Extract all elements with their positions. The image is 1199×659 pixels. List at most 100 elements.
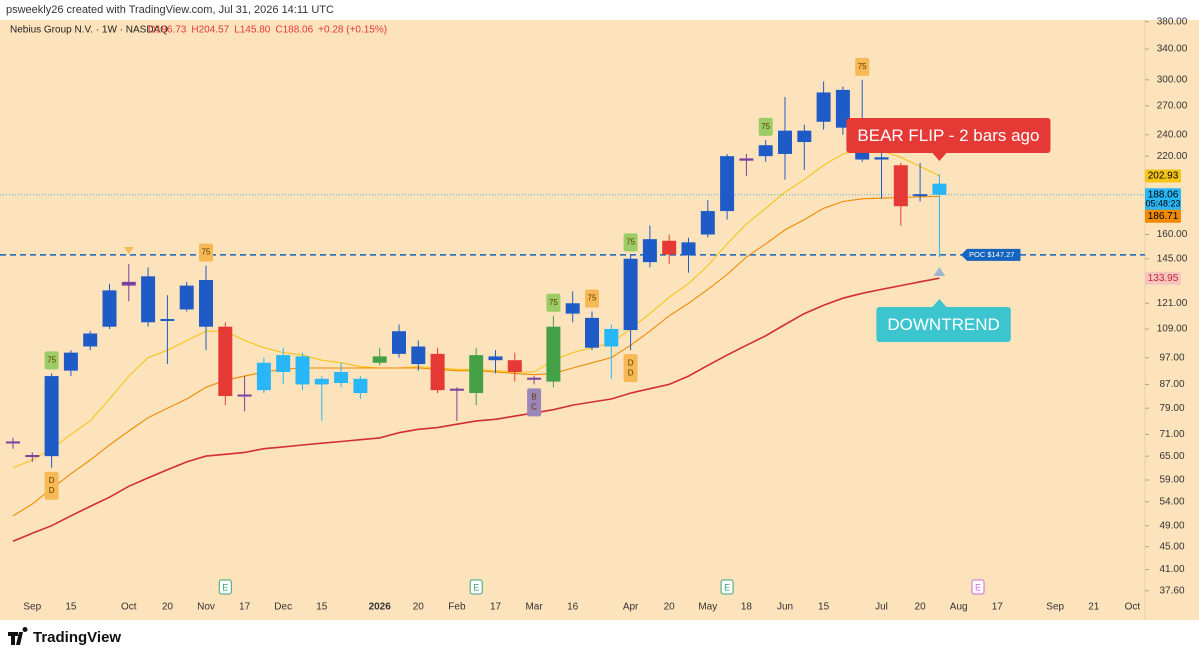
signal-marker-text: 75 [626, 237, 635, 246]
earnings-label: E [724, 582, 730, 592]
x-tick-label: Aug [950, 602, 968, 613]
earnings-icon [469, 579, 483, 595]
signal-marker-text: 75 [588, 294, 597, 303]
candle-body [353, 378, 368, 394]
candle-body [392, 331, 406, 354]
x-tick-label: 20 [664, 602, 676, 613]
logo-icon [8, 627, 28, 645]
x-tick-label: 15 [818, 602, 830, 613]
y-tick-label: 240.00 [1157, 129, 1188, 140]
ohlc-value: +0.28 (+0.15%) [318, 25, 387, 36]
candle-body [565, 303, 580, 314]
x-tick-label: Jul [875, 602, 888, 613]
signal-marker [546, 293, 561, 312]
candle-body [932, 183, 947, 195]
earnings-icon [218, 579, 232, 595]
y-tick-label: 160.00 [1157, 229, 1188, 240]
price-label-box [1145, 169, 1181, 183]
x-tick-label: Oct [121, 602, 137, 613]
poc-label-box [961, 248, 1021, 261]
y-tick-label: 220.00 [1157, 151, 1188, 162]
candle-body [681, 242, 696, 256]
candle-body [295, 356, 310, 385]
signal-marker-text: D [49, 476, 55, 485]
candle-body [623, 258, 638, 331]
annotation-box [846, 118, 1051, 153]
y-tick-label: 41.00 [1159, 564, 1184, 575]
signal-marker-text: 75 [761, 122, 770, 131]
ohlc-value: O196.73 [148, 25, 187, 36]
candle-body [662, 240, 677, 255]
candle-body [546, 326, 561, 382]
credit-bar [0, 0, 1199, 20]
candle-body [179, 285, 194, 310]
signal-marker-text: B [531, 393, 536, 402]
x-tick-label: Sep [23, 602, 41, 613]
x-tick-label: Jun [777, 602, 793, 613]
x-tick-label: 20 [162, 602, 174, 613]
y-tick-label: 97.00 [1159, 352, 1184, 363]
x-tick-label: 15 [65, 602, 77, 613]
candle-body [449, 388, 464, 391]
candle-body [835, 89, 850, 128]
x-tick-label: 17 [239, 602, 251, 613]
candle-body [469, 355, 484, 394]
candle-body [199, 279, 213, 327]
x-tick-label: 17 [992, 602, 1004, 613]
price-label: 133.95 [1148, 273, 1179, 284]
ohlc-value: L145.80 [234, 25, 271, 36]
candle-body [102, 290, 117, 327]
price-label-box [1145, 209, 1181, 223]
signal-marker-text: D [49, 486, 55, 495]
x-tick-label: 21 [1088, 602, 1100, 613]
candle-body [160, 318, 175, 321]
earnings-label: E [975, 582, 981, 592]
price-label-countdown: 05:48:23 [1145, 199, 1180, 209]
signal-marker [623, 354, 638, 383]
signal-marker [585, 289, 599, 308]
candle-body [141, 276, 156, 323]
candle-body [913, 194, 928, 197]
symbol: Nebius Group N.V. · 1W · NASDAQ [10, 25, 168, 36]
poc-label-text: POC $147.27 [969, 250, 1014, 259]
candle-body [256, 362, 271, 391]
candle-body [700, 211, 715, 235]
x-tick-label: Sep [1046, 602, 1064, 613]
candle-body [604, 328, 619, 347]
credit: psweekly26 created with TradingView.com,… [6, 4, 334, 16]
y-tick-label: 65.00 [1159, 451, 1184, 462]
x-tick-label: Oct [1125, 602, 1141, 613]
signal-triangle [933, 267, 946, 276]
y-tick-label: 37.60 [1159, 585, 1184, 596]
candle-body [218, 326, 233, 396]
candle-body [797, 130, 812, 143]
candle-body [642, 239, 657, 263]
ohlc-value: C188.06 [275, 25, 313, 36]
earnings-label: E [473, 582, 479, 592]
x-tick-label: 17 [490, 602, 502, 613]
annotation-box [876, 307, 1011, 342]
signal-marker [44, 471, 59, 500]
candle-body [585, 317, 599, 348]
ohlc-value: H204.57 [191, 25, 229, 36]
candle-body [739, 158, 754, 161]
x-tick-label: 2026 [369, 602, 392, 613]
candle-body [237, 394, 252, 397]
x-tick-label: Nov [197, 602, 215, 613]
annotation-pointer [932, 299, 947, 307]
price-label: 202.93 [1148, 171, 1179, 182]
candle-body [6, 441, 20, 444]
price-label: 188.06 [1148, 189, 1179, 200]
annotation-text: BEAR FLIP - 2 bars ago [857, 126, 1039, 145]
annotation-pointer [932, 153, 947, 161]
price-label-box [1145, 271, 1181, 285]
signal-marker [758, 117, 773, 136]
candle-body [44, 376, 59, 457]
candle-body [778, 130, 792, 154]
signal-marker [623, 233, 638, 252]
candle-body [527, 377, 542, 380]
y-tick-label: 121.00 [1157, 298, 1188, 309]
y-tick-label: 45.00 [1159, 541, 1184, 552]
signal-marker-text: 75 [202, 248, 211, 257]
